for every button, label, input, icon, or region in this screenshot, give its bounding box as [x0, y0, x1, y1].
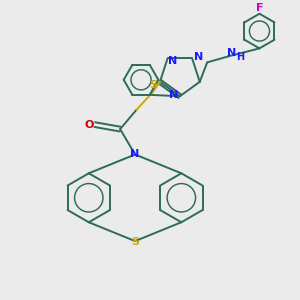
- Text: F: F: [256, 3, 263, 13]
- Text: N: N: [168, 56, 178, 66]
- Text: O: O: [85, 120, 94, 130]
- Text: N: N: [227, 48, 236, 58]
- Text: N: N: [169, 90, 178, 100]
- Text: N: N: [130, 149, 140, 160]
- Text: H: H: [237, 52, 245, 62]
- Text: S: S: [131, 237, 139, 247]
- Text: N: N: [194, 52, 203, 62]
- Text: S: S: [150, 80, 158, 90]
